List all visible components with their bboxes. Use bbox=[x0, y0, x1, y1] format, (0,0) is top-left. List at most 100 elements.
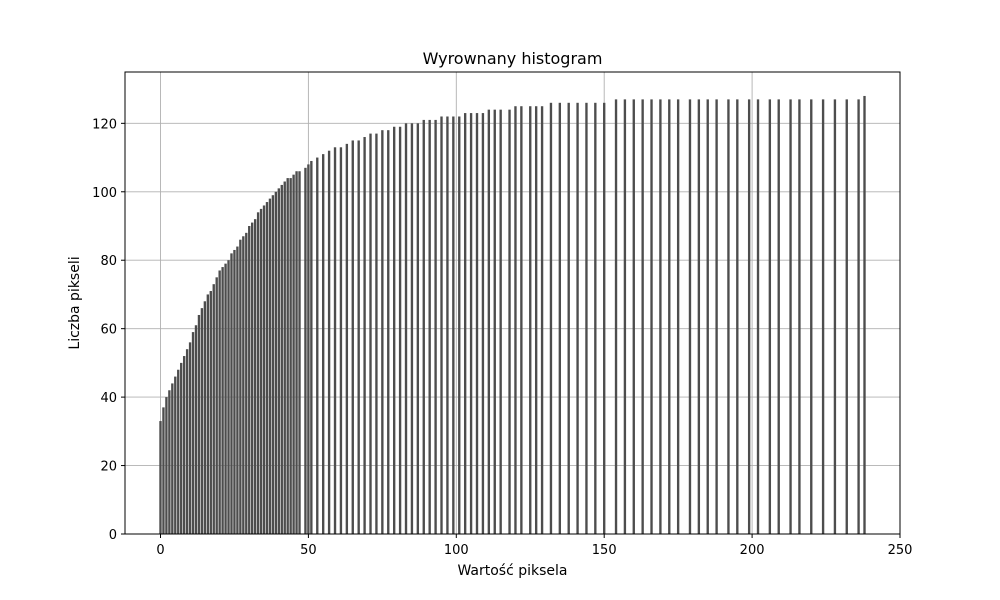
axis-ticks: 0 50 100 150 200 250 0 20 40 60 80 100 120 bbox=[92, 117, 912, 558]
bar bbox=[363, 137, 366, 534]
bar bbox=[351, 140, 354, 534]
bar bbox=[194, 325, 198, 534]
bar bbox=[756, 99, 760, 534]
bar bbox=[747, 99, 751, 534]
chart-title: Wyrownany histogram bbox=[423, 49, 603, 68]
bar bbox=[481, 113, 485, 535]
x-tick-label: 150 bbox=[592, 543, 617, 558]
y-tick-label: 120 bbox=[92, 117, 117, 132]
bar bbox=[614, 99, 618, 534]
bar bbox=[845, 99, 848, 534]
bar bbox=[452, 116, 455, 534]
bar bbox=[171, 383, 174, 534]
bar bbox=[295, 171, 298, 534]
bar bbox=[369, 133, 372, 534]
bar bbox=[292, 174, 295, 534]
bar bbox=[206, 294, 210, 534]
bar bbox=[174, 376, 177, 534]
bar bbox=[209, 291, 212, 534]
bar bbox=[381, 130, 384, 534]
bar bbox=[224, 263, 227, 534]
bar bbox=[162, 407, 165, 534]
bar bbox=[520, 106, 523, 534]
bar bbox=[188, 342, 192, 534]
bar bbox=[262, 205, 266, 534]
bar bbox=[659, 99, 662, 534]
bar bbox=[168, 390, 171, 534]
bar bbox=[242, 236, 245, 534]
bar bbox=[203, 301, 207, 534]
bar bbox=[428, 119, 431, 535]
bar bbox=[558, 102, 562, 535]
bar bbox=[271, 195, 275, 534]
bar bbox=[256, 212, 260, 535]
bar bbox=[422, 119, 425, 535]
bar bbox=[322, 154, 325, 534]
bar bbox=[239, 239, 242, 534]
bar bbox=[253, 219, 257, 534]
bar bbox=[469, 113, 473, 535]
bar bbox=[508, 109, 511, 535]
bar bbox=[200, 308, 204, 534]
bar bbox=[197, 314, 201, 534]
bar bbox=[463, 113, 467, 535]
bar bbox=[316, 157, 319, 535]
bar bbox=[307, 164, 310, 534]
bar bbox=[274, 191, 278, 534]
y-tick-label: 0 bbox=[109, 528, 117, 543]
bar bbox=[159, 421, 162, 534]
bar bbox=[458, 116, 461, 534]
bar bbox=[251, 222, 254, 535]
bar bbox=[182, 356, 186, 534]
bar bbox=[668, 99, 671, 534]
bar bbox=[333, 147, 337, 535]
bar bbox=[304, 167, 307, 535]
bar bbox=[280, 184, 283, 534]
bar bbox=[327, 150, 331, 534]
bar bbox=[230, 253, 233, 534]
x-tick-label: 250 bbox=[888, 543, 913, 558]
bar bbox=[185, 349, 189, 534]
bar bbox=[259, 208, 263, 534]
bar bbox=[603, 102, 606, 535]
bar bbox=[706, 99, 709, 534]
bar bbox=[715, 99, 718, 534]
bar bbox=[215, 277, 218, 534]
bar bbox=[641, 99, 644, 534]
bar bbox=[487, 109, 491, 535]
x-tick-label: 200 bbox=[740, 543, 765, 558]
bar bbox=[286, 178, 289, 535]
bar bbox=[416, 123, 420, 534]
bar bbox=[549, 102, 553, 535]
bar bbox=[434, 119, 437, 535]
bar bbox=[623, 99, 627, 534]
bar bbox=[289, 178, 292, 535]
bar bbox=[345, 143, 349, 534]
x-axis-label: Wartość piksela bbox=[457, 563, 567, 579]
plot-frame bbox=[124, 71, 901, 535]
y-tick-label: 20 bbox=[100, 460, 117, 475]
bar bbox=[632, 99, 635, 534]
bar bbox=[768, 99, 772, 534]
bar bbox=[688, 99, 692, 534]
bar bbox=[499, 109, 502, 535]
bar bbox=[387, 130, 390, 534]
bar bbox=[576, 102, 579, 535]
y-axis-label: Liczba pikseli bbox=[67, 256, 83, 349]
bar bbox=[398, 126, 402, 534]
x-tick-label: 100 bbox=[444, 543, 469, 558]
bar bbox=[212, 284, 215, 534]
bar bbox=[310, 160, 313, 534]
bar bbox=[180, 362, 183, 534]
bar bbox=[475, 113, 479, 535]
y-tick-label: 60 bbox=[100, 323, 117, 338]
bar bbox=[410, 123, 414, 534]
bar bbox=[165, 397, 168, 534]
bar bbox=[594, 102, 597, 535]
bar bbox=[833, 99, 837, 534]
bar bbox=[440, 116, 443, 534]
bar bbox=[265, 202, 269, 535]
bar bbox=[218, 270, 221, 534]
bar bbox=[585, 102, 588, 535]
bar bbox=[392, 126, 396, 534]
